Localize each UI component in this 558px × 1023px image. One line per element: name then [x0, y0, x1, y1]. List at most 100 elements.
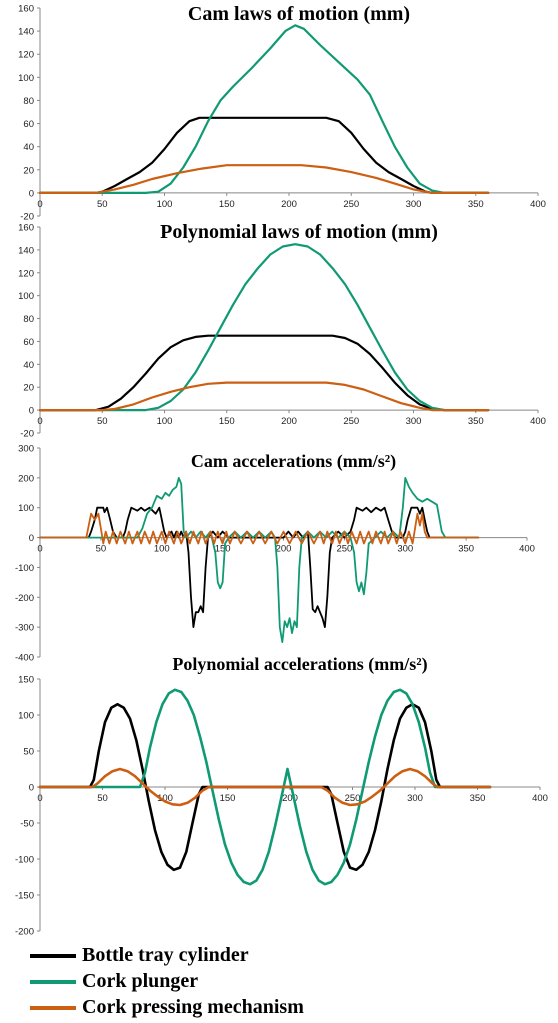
series-line-cork-plunger	[38, 24, 490, 194]
y-tick-label: -100	[15, 855, 34, 866]
x-tick-label: 150	[220, 793, 236, 804]
x-tick-label: 150	[219, 416, 235, 427]
legend-label: Cork plunger	[82, 970, 199, 992]
x-tick-label: 150	[215, 544, 231, 555]
x-tick-label: 400	[530, 199, 546, 210]
series-line-cork-pressing	[38, 767, 492, 807]
x-tick-label: 250	[343, 199, 359, 210]
chart-title: Polynomial laws of motion (mm)	[160, 221, 438, 243]
series-line-cork-pressing	[38, 381, 490, 412]
series-line-cork-pressing	[38, 164, 490, 194]
legend-label: Cork pressing mechanism	[82, 996, 304, 1018]
legend-label: Bottle tray cylinder	[82, 944, 249, 966]
x-tick-label: 200	[276, 544, 292, 555]
y-tick-label: 200	[18, 473, 34, 484]
y-tick-label: 0	[29, 783, 34, 794]
y-tick-label: 100	[18, 503, 34, 514]
x-tick-label: 350	[470, 793, 486, 804]
y-tick-label: 160	[18, 4, 34, 15]
y-tick-label: -200	[15, 593, 34, 604]
legend-item-cork-plunger: Cork plunger	[30, 970, 550, 992]
y-tick-label: 120	[18, 268, 34, 279]
legend-item-bottle-tray-cylinder: Bottle tray cylinder	[30, 944, 550, 966]
y-tick-label: 80	[23, 96, 34, 107]
legend-swatch-cork-pressing	[30, 1006, 76, 1010]
y-tick-label: 0	[29, 188, 34, 199]
y-tick-label: 20	[23, 165, 34, 176]
y-tick-label: 100	[18, 291, 34, 302]
x-tick-label: 250	[345, 793, 361, 804]
y-tick-label: 50	[23, 747, 34, 758]
x-tick-label: 0	[37, 793, 42, 804]
x-tick-label: 100	[157, 416, 173, 427]
x-tick-label: 350	[468, 199, 484, 210]
y-tick-label: -300	[15, 623, 34, 634]
y-tick-label: -400	[15, 653, 34, 664]
series-line-bottle	[38, 116, 490, 194]
chart-title: Cam laws of motion (mm)	[188, 3, 410, 25]
x-tick-label: 100	[157, 793, 173, 804]
x-tick-label: 0	[37, 416, 42, 427]
y-tick-label: 100	[18, 73, 34, 84]
y-tick-label: 100	[18, 711, 34, 722]
y-tick-label: 0	[29, 406, 34, 417]
x-tick-label: 300	[406, 199, 422, 210]
chart-title: Polynomial accelerations (mm/s²)	[172, 654, 427, 675]
series-line-cork-pressing	[39, 512, 480, 545]
y-tick-label: 60	[23, 119, 34, 130]
x-tick-label: 100	[154, 544, 170, 555]
y-tick-label: 80	[23, 314, 34, 325]
x-tick-label: 100	[157, 199, 173, 210]
x-tick-label: 50	[96, 544, 107, 555]
y-tick-label: 160	[18, 223, 34, 234]
y-tick-label: 120	[18, 50, 34, 61]
legend-item-cork-pressing-mechanism: Cork pressing mechanism	[30, 996, 550, 1018]
chart-4: -200 -150 -100 -50 0 50 100 150 0 50 100 150 200 250 3…	[15, 654, 548, 938]
x-tick-label: 250	[336, 544, 352, 555]
x-tick-label: 50	[97, 793, 108, 804]
legend-swatch-cork-plunger	[30, 980, 76, 984]
x-tick-label: 250	[343, 416, 359, 427]
x-tick-label: 350	[458, 544, 474, 555]
series-line-cork-plunger	[39, 477, 480, 643]
y-tick-label: 60	[23, 337, 34, 348]
series-line-bottle	[39, 506, 480, 628]
x-tick-label: 400	[532, 793, 548, 804]
y-tick-label: 40	[23, 360, 34, 371]
y-tick-label: 140	[18, 27, 34, 38]
y-tick-label: 140	[18, 245, 34, 256]
chart-title: Cam accelerations (mm/s²)	[191, 451, 396, 472]
legend-swatch-bottle	[30, 954, 76, 958]
x-tick-label: 200	[282, 793, 298, 804]
y-tick-label: -50	[20, 819, 34, 830]
x-tick-label: 50	[97, 199, 108, 210]
x-tick-label: 150	[219, 199, 235, 210]
y-tick-label: 40	[23, 142, 34, 153]
y-tick-label: -200	[15, 927, 34, 938]
x-tick-label: 400	[519, 544, 535, 555]
y-tick-label: 0	[29, 533, 34, 544]
x-tick-label: 300	[397, 544, 413, 555]
y-tick-label: -20	[20, 429, 34, 440]
y-tick-label: 300	[18, 444, 34, 455]
x-tick-label: 0	[37, 544, 42, 555]
x-tick-label: 400	[530, 416, 546, 427]
x-tick-label: 50	[97, 416, 108, 427]
y-tick-label: -150	[15, 891, 34, 902]
x-tick-label: 300	[407, 793, 423, 804]
x-tick-label: 200	[281, 199, 297, 210]
x-tick-label: 300	[406, 416, 422, 427]
y-tick-label: -100	[15, 563, 34, 574]
y-tick-label: -20	[20, 212, 34, 223]
y-tick-label: 150	[18, 675, 34, 686]
series-line-cork-plunger	[38, 243, 490, 412]
series-line-cork-plunger	[38, 688, 492, 886]
x-tick-label: 200	[281, 416, 297, 427]
y-tick-label: 20	[23, 383, 34, 394]
x-tick-label: 0	[37, 199, 42, 210]
series-line-bottle	[38, 334, 490, 412]
